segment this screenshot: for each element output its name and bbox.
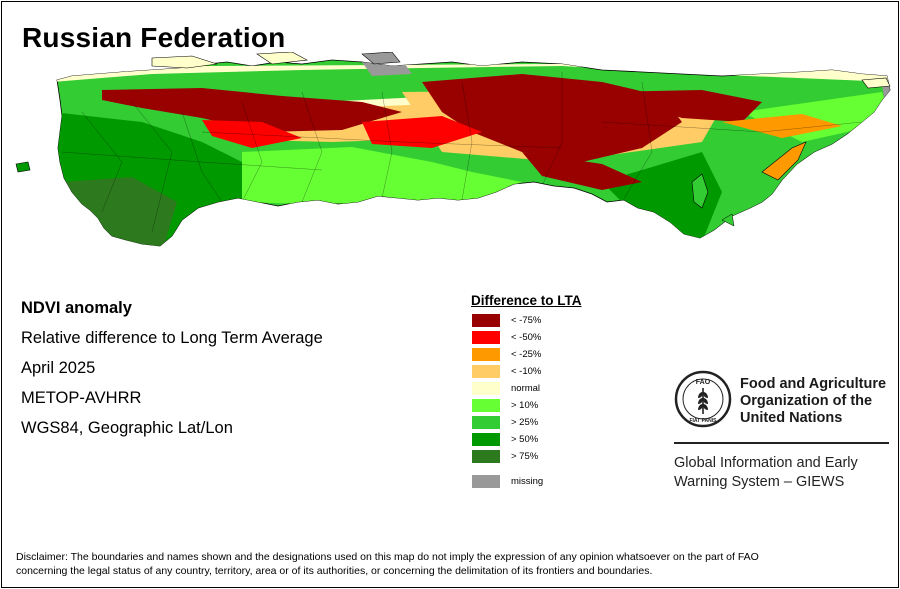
fao-organization-name: Food and Agriculture Organization of the… — [740, 376, 898, 427]
fao-logo-top-text: FAO — [696, 379, 711, 386]
legend-label: < -10% — [511, 366, 542, 377]
legend-swatch — [472, 433, 500, 446]
legend-swatch — [472, 399, 500, 412]
map-sensor: METOP-AVHRR — [21, 389, 142, 407]
legend-item: < -25% — [472, 346, 582, 363]
fao-name-line: Organization of the — [740, 393, 873, 409]
legend-swatch — [472, 365, 500, 378]
legend-item: > 50% — [472, 431, 582, 448]
map-title: Russian Federation — [22, 22, 286, 53]
legend-swatch — [472, 348, 500, 361]
disclaimer: Disclaimer: The boundaries and names sho… — [16, 550, 886, 578]
legend-items: < -75% < -50% < -25% < -10% normal > 10% > 25%… — [471, 312, 582, 465]
legend-item: < -10% — [472, 363, 582, 380]
map-info: NDVI anomaly Relative difference to Long… — [21, 298, 323, 448]
legend-title: Difference to LTA — [471, 293, 582, 308]
map-description: Relative difference to Long Term Average — [21, 329, 323, 347]
legend-label: < -50% — [511, 332, 542, 343]
legend-swatch — [472, 314, 500, 327]
fao-name-line: Food and Agriculture — [740, 376, 887, 392]
legend-label: > 75% — [511, 451, 539, 462]
legend-item: < -50% — [472, 329, 582, 346]
fao-logo-bottom-text: FIAT PANIS — [689, 418, 717, 424]
legend-label: > 50% — [511, 434, 539, 445]
legend-swatch — [472, 450, 500, 463]
legend: Difference to LTA < -75% < -50% < -25% < -1… — [471, 293, 582, 490]
disclaimer-line: Disclaimer: The boundaries and names sho… — [16, 551, 759, 563]
legend-label: > 10% — [511, 400, 539, 411]
map-subject: NDVI anomaly — [21, 299, 132, 317]
legend-label: missing — [511, 476, 544, 487]
map-period: April 2025 — [21, 359, 96, 377]
giews-name: Global Information and Early Warning Sys… — [674, 454, 898, 492]
legend-item: > 25% — [472, 414, 582, 431]
legend-swatch — [472, 331, 500, 344]
legend-item: > 10% — [472, 397, 582, 414]
legend-item: normal — [472, 380, 582, 397]
legend-item: < -75% — [472, 312, 582, 329]
legend-label: normal — [511, 383, 541, 394]
fao-name-line: United Nations — [740, 410, 843, 426]
legend-label: < -25% — [511, 349, 542, 360]
giews-line: Warning System – GIEWS — [674, 474, 845, 490]
legend-swatch — [472, 416, 500, 429]
disclaimer-line: concerning the legal status of any count… — [16, 565, 653, 577]
map-projection: WGS84, Geographic Lat/Lon — [21, 419, 233, 437]
fao-emblem-icon: FAO FIAT PANIS — [674, 370, 732, 428]
fao-divider — [674, 442, 889, 444]
legend-label: < -75% — [511, 315, 542, 326]
legend-swatch — [472, 382, 500, 395]
legend-item-missing: missing — [472, 473, 582, 490]
giews-line: Global Information and Early — [674, 455, 858, 471]
legend-label: > 25% — [511, 417, 539, 428]
legend-swatch — [472, 475, 500, 488]
ndvi-anomaly-map — [15, 52, 891, 247]
legend-item: > 75% — [472, 448, 582, 465]
